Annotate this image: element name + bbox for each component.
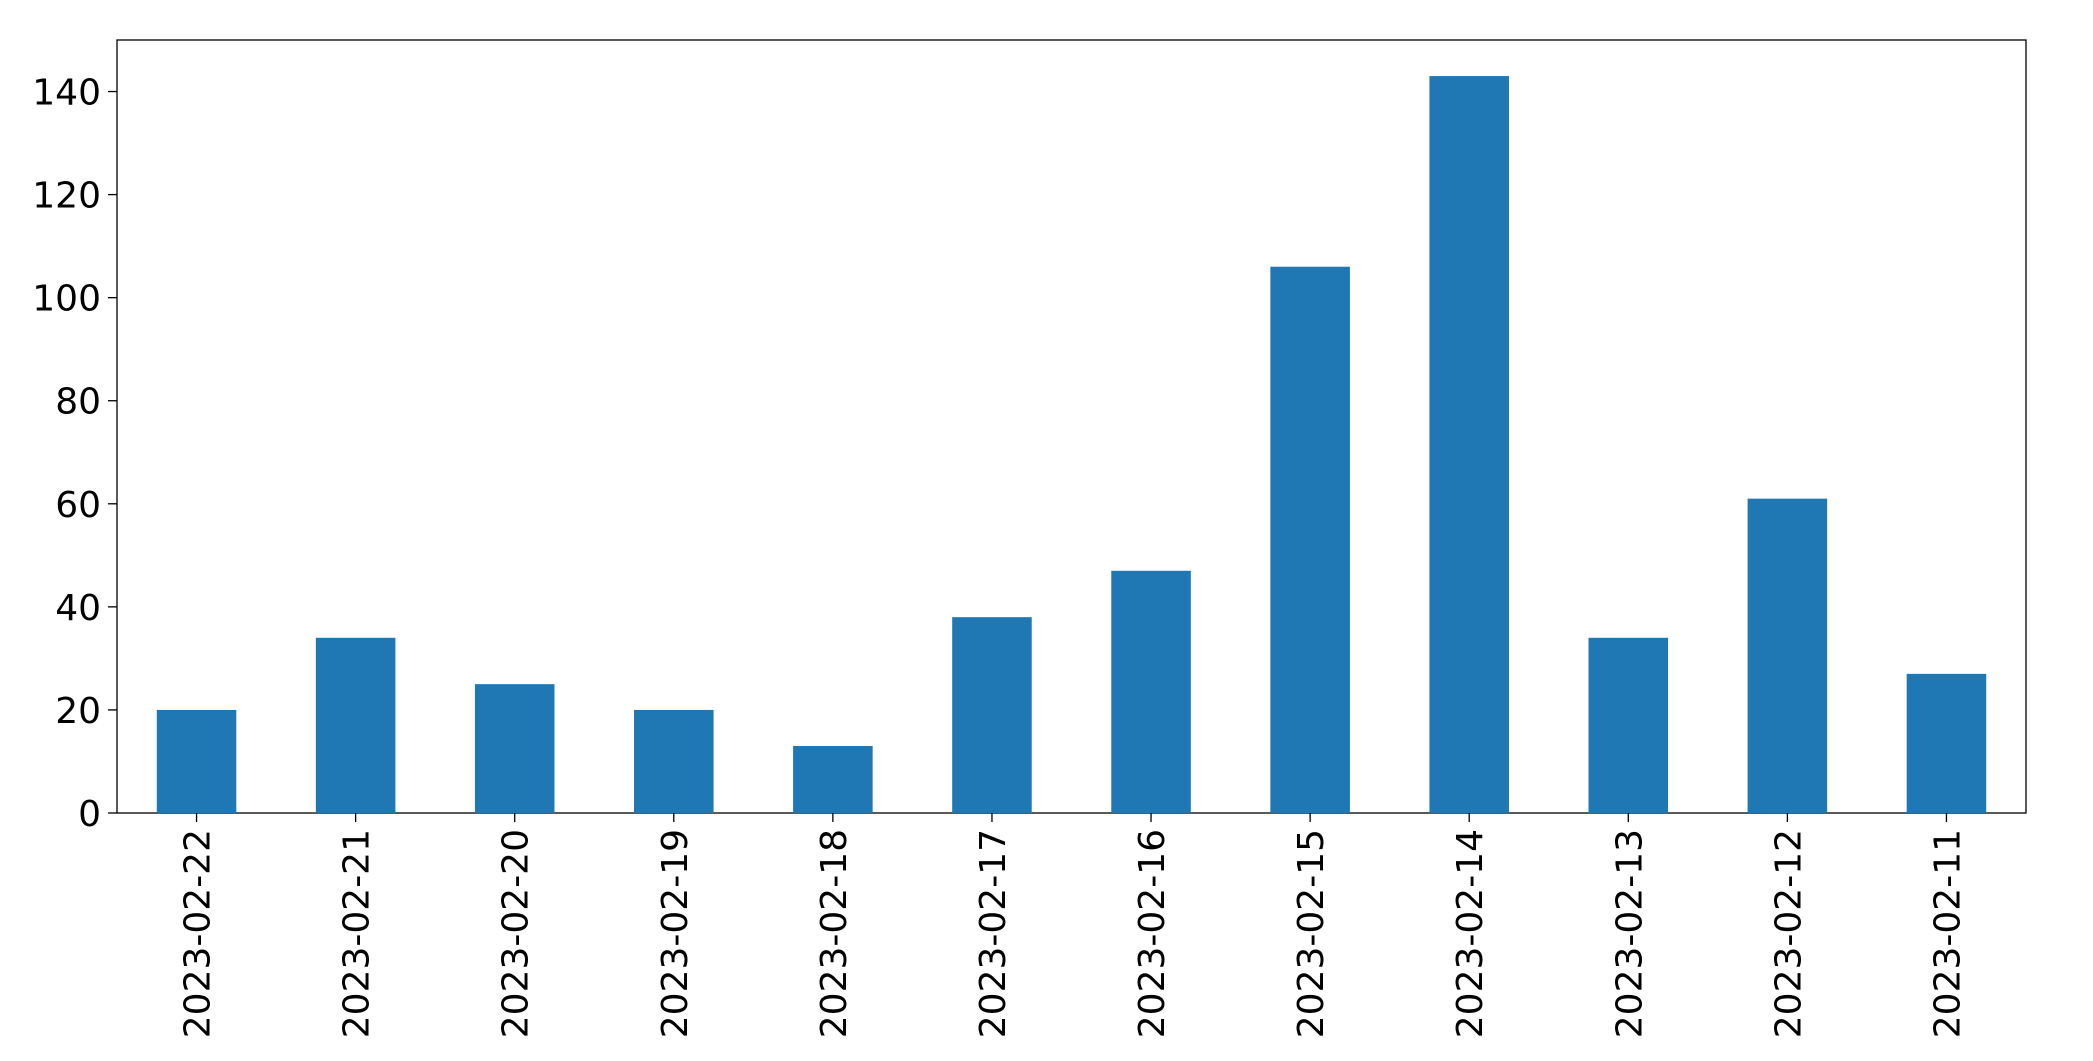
x-tick-label: 2023-02-11 [1927, 829, 1968, 1038]
y-tick-label: 0 [78, 794, 101, 835]
x-tick-label: 2023-02-19 [655, 829, 696, 1038]
x-tick-label: 2023-02-18 [814, 829, 855, 1038]
bar [793, 746, 873, 813]
bar [156, 709, 237, 813]
y-tick-label: 140 [32, 73, 101, 114]
x-tick-label: 2023-02-22 [178, 829, 219, 1038]
x-tick-label: 2023-02-17 [973, 829, 1014, 1038]
bar [1747, 498, 1828, 813]
y-tick-label: 60 [55, 485, 101, 526]
bar [634, 709, 714, 813]
bar [1111, 570, 1191, 813]
bar [1588, 637, 1669, 813]
bar [1906, 673, 1987, 813]
x-tick-label: 2023-02-15 [1291, 829, 1332, 1038]
bar [1270, 266, 1350, 813]
bar [315, 637, 396, 813]
bar [474, 684, 555, 813]
x-tick-label: 2023-02-20 [496, 829, 537, 1038]
bar [952, 617, 1032, 813]
y-tick-label: 80 [55, 382, 101, 423]
y-tick-label: 20 [55, 691, 101, 732]
plot-frame [116, 39, 2027, 814]
x-tick-label: 2023-02-21 [337, 829, 378, 1038]
y-tick-label: 40 [55, 588, 101, 629]
x-tick-label: 2023-02-12 [1768, 829, 1809, 1038]
x-tick-label: 2023-02-13 [1609, 829, 1650, 1038]
x-tick-label: 2023-02-14 [1450, 829, 1491, 1038]
bar [1429, 76, 1509, 813]
y-tick-label: 120 [32, 176, 101, 217]
y-tick-label: 100 [32, 279, 101, 320]
x-tick-label: 2023-02-16 [1132, 829, 1173, 1038]
